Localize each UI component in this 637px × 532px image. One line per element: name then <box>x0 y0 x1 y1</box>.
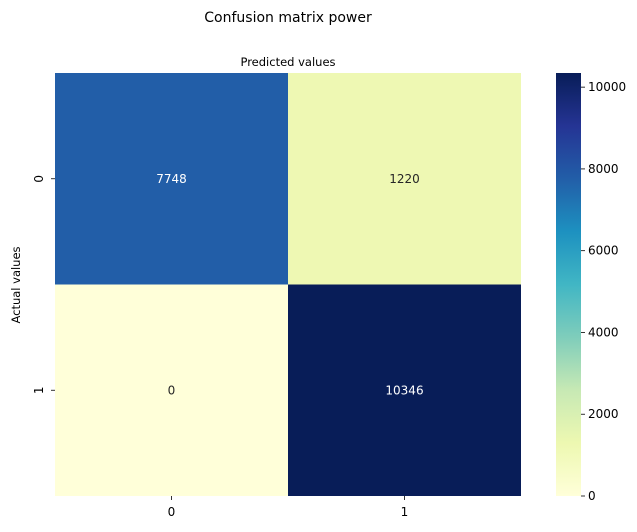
heatmap-cell <box>288 73 521 285</box>
colorbar-tick-label: 8000 <box>588 162 619 176</box>
cell-value-label: 10346 <box>385 383 423 397</box>
x-tick-label: 1 <box>401 505 409 519</box>
heatmap-cell-labels: 7748 1220 0 10346 <box>156 172 423 398</box>
colorbar-tick-label: 6000 <box>588 244 619 258</box>
cell-value-label: 7748 <box>156 172 187 186</box>
heatmap-cell <box>55 73 288 285</box>
heatmap-cells <box>55 73 521 496</box>
colorbar-ticks: 0 2000 4000 6000 8000 10000 <box>581 80 626 503</box>
colorbar-tick-label: 0 <box>588 489 596 503</box>
heatmap-cell <box>288 284 521 496</box>
heatmap-cell <box>55 284 288 496</box>
y-axis-label: Actual values <box>9 246 23 323</box>
colorbar-tick-label: 4000 <box>588 325 619 339</box>
x-axis-label: Predicted values <box>240 55 335 69</box>
x-tick-label: 0 <box>168 505 176 519</box>
y-tick-label: 0 <box>32 175 46 183</box>
y-tick-label: 1 <box>32 386 46 394</box>
chart-title: Confusion matrix power <box>204 10 372 26</box>
colorbar-tick-label: 2000 <box>588 407 619 421</box>
cell-value-label: 0 <box>168 383 176 397</box>
colorbar-tick-label: 10000 <box>588 80 626 94</box>
colorbar <box>556 73 581 496</box>
cell-value-label: 1220 <box>389 172 420 186</box>
y-axis-ticks: 01 <box>32 175 55 394</box>
